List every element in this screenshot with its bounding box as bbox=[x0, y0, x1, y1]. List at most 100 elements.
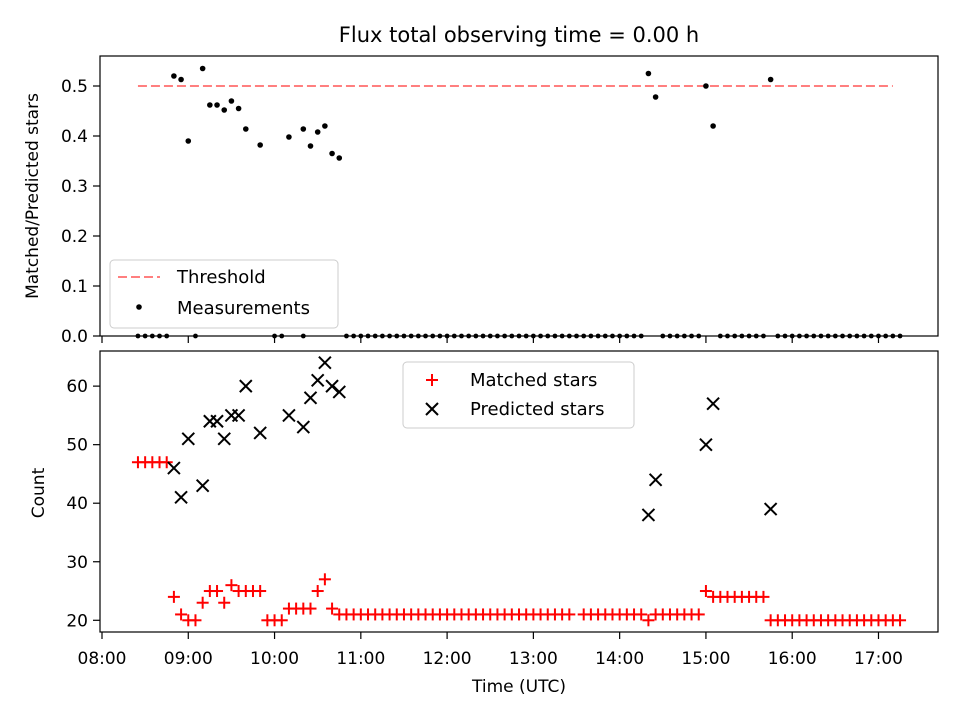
measurement-point bbox=[545, 333, 551, 339]
predicted-star-marker bbox=[318, 356, 332, 370]
measurement-point bbox=[300, 333, 306, 339]
count-x-tick-label: 08:00 bbox=[78, 649, 127, 669]
measurement-point bbox=[228, 98, 235, 104]
measurement-point bbox=[538, 333, 543, 339]
measurement-point bbox=[415, 333, 421, 339]
measurement-point bbox=[336, 155, 343, 161]
measurements-legend-label: Measurements bbox=[177, 298, 310, 319]
measurement-point bbox=[279, 333, 285, 339]
measurement-point bbox=[818, 333, 824, 339]
matched-star-marker bbox=[225, 579, 238, 592]
measurement-point bbox=[681, 333, 687, 339]
count-x-tick-label: 14:00 bbox=[595, 649, 644, 669]
matched-star-marker bbox=[211, 585, 224, 598]
matched-star-marker bbox=[699, 585, 712, 598]
measurement-point bbox=[149, 333, 155, 339]
measurement-point bbox=[732, 333, 738, 339]
count-x-tick-label: 11:00 bbox=[336, 649, 385, 669]
ratio-y-tick-label: 0.1 bbox=[61, 277, 88, 297]
predicted-star-marker bbox=[239, 379, 253, 393]
measurement-point bbox=[624, 333, 630, 339]
ratio-y-tick-label: 0.4 bbox=[61, 127, 88, 147]
count-y-tick-label: 60 bbox=[66, 377, 88, 397]
measurement-point bbox=[897, 333, 903, 339]
measurement-point bbox=[645, 70, 652, 77]
count-x-tick-label: 15:00 bbox=[681, 649, 730, 669]
count-y-tick-label: 20 bbox=[66, 611, 88, 631]
measurement-point bbox=[307, 143, 314, 149]
count-panel: 20 30 40 50 60 08:00 09:00 10:00 11:00 12:00 13:00… bbox=[29, 350, 939, 697]
count-y-tick-label: 30 bbox=[66, 553, 88, 573]
predicted-star-marker bbox=[282, 408, 296, 423]
matched-star-marker bbox=[894, 614, 907, 627]
measurement-point bbox=[652, 94, 659, 100]
measurement-point bbox=[703, 83, 709, 89]
count-x-tick-label: 09:00 bbox=[164, 649, 213, 669]
count-x-tick-label: 13:00 bbox=[509, 649, 558, 669]
measurement-point bbox=[883, 333, 889, 339]
count-x-tick-label: 12:00 bbox=[423, 649, 472, 669]
measurement-point bbox=[581, 333, 587, 339]
predicted-star-marker bbox=[181, 432, 195, 446]
measurement-point bbox=[242, 126, 249, 132]
measurement-point bbox=[401, 333, 407, 339]
measurement-point bbox=[286, 134, 292, 140]
measurement-point bbox=[322, 123, 328, 129]
predicted-star-marker bbox=[296, 420, 311, 434]
measurement-point bbox=[487, 333, 493, 339]
matched-star-marker bbox=[304, 602, 317, 615]
matched-star-marker bbox=[189, 614, 202, 627]
matched-legend-marker bbox=[426, 374, 438, 386]
measurement-point bbox=[574, 333, 579, 339]
measurement-point bbox=[638, 333, 644, 339]
count-x-tick-label: 10:00 bbox=[250, 649, 299, 669]
measurement-point bbox=[854, 333, 860, 339]
ratio-panel-axes: 0.0 0.1 0.2 0.3 0.4 0.5 bbox=[61, 77, 880, 347]
ratio-legend-box bbox=[109, 259, 339, 329]
measurement-point bbox=[696, 333, 702, 339]
ratio-y-tick-label: 0.2 bbox=[61, 227, 88, 247]
measurement-point bbox=[559, 333, 565, 339]
measurement-point bbox=[473, 333, 479, 339]
measurement-point bbox=[495, 333, 500, 339]
measurement-point bbox=[365, 333, 371, 339]
measurement-point bbox=[171, 73, 177, 79]
figure-title: Flux total observing time = 0.00 h bbox=[339, 23, 699, 47]
measurement-point bbox=[689, 333, 694, 339]
matched-star-marker bbox=[175, 608, 188, 621]
measurement-point bbox=[825, 333, 831, 339]
measurement-point bbox=[847, 333, 853, 339]
count-x-tick-label: 17:00 bbox=[854, 649, 903, 669]
measurement-point bbox=[753, 333, 759, 339]
measurement-point bbox=[552, 333, 558, 339]
matched-star-marker bbox=[254, 585, 267, 598]
ratio-y-axis-label: Matched/Predicted stars bbox=[23, 93, 43, 299]
predicted-star-marker bbox=[210, 414, 224, 428]
measurement-point bbox=[717, 333, 723, 339]
measurement-point bbox=[199, 65, 206, 72]
matched-star-marker bbox=[326, 602, 339, 615]
measurement-point bbox=[832, 333, 838, 339]
measurement-point bbox=[710, 123, 716, 129]
measurement-point bbox=[811, 333, 817, 339]
measurement-point bbox=[451, 333, 457, 339]
measurement-point bbox=[157, 333, 162, 339]
measurement-point bbox=[868, 333, 874, 339]
predicted-star-marker bbox=[648, 473, 663, 487]
matched-star-marker bbox=[196, 596, 209, 609]
measurement-point bbox=[566, 333, 572, 339]
predicted-legend-label: Predicted stars bbox=[470, 399, 604, 420]
measurement-point bbox=[214, 102, 220, 108]
predicted-star-marker bbox=[303, 391, 318, 405]
measurement-point bbox=[351, 333, 357, 339]
count-panel-axes: 20 30 40 50 60 08:00 09:00 10:00 11:00 12:00 13:00… bbox=[66, 377, 903, 669]
predicted-star-marker bbox=[332, 385, 346, 399]
matched-star-marker bbox=[218, 596, 231, 609]
measurement-point bbox=[480, 333, 486, 339]
predicted-star-marker bbox=[310, 373, 325, 387]
count-legend: Matched stars Predicted stars bbox=[402, 361, 635, 429]
measurement-point bbox=[314, 129, 321, 135]
measurement-point bbox=[387, 333, 392, 339]
measurement-point bbox=[660, 333, 666, 339]
predicted-star-marker bbox=[195, 478, 210, 493]
